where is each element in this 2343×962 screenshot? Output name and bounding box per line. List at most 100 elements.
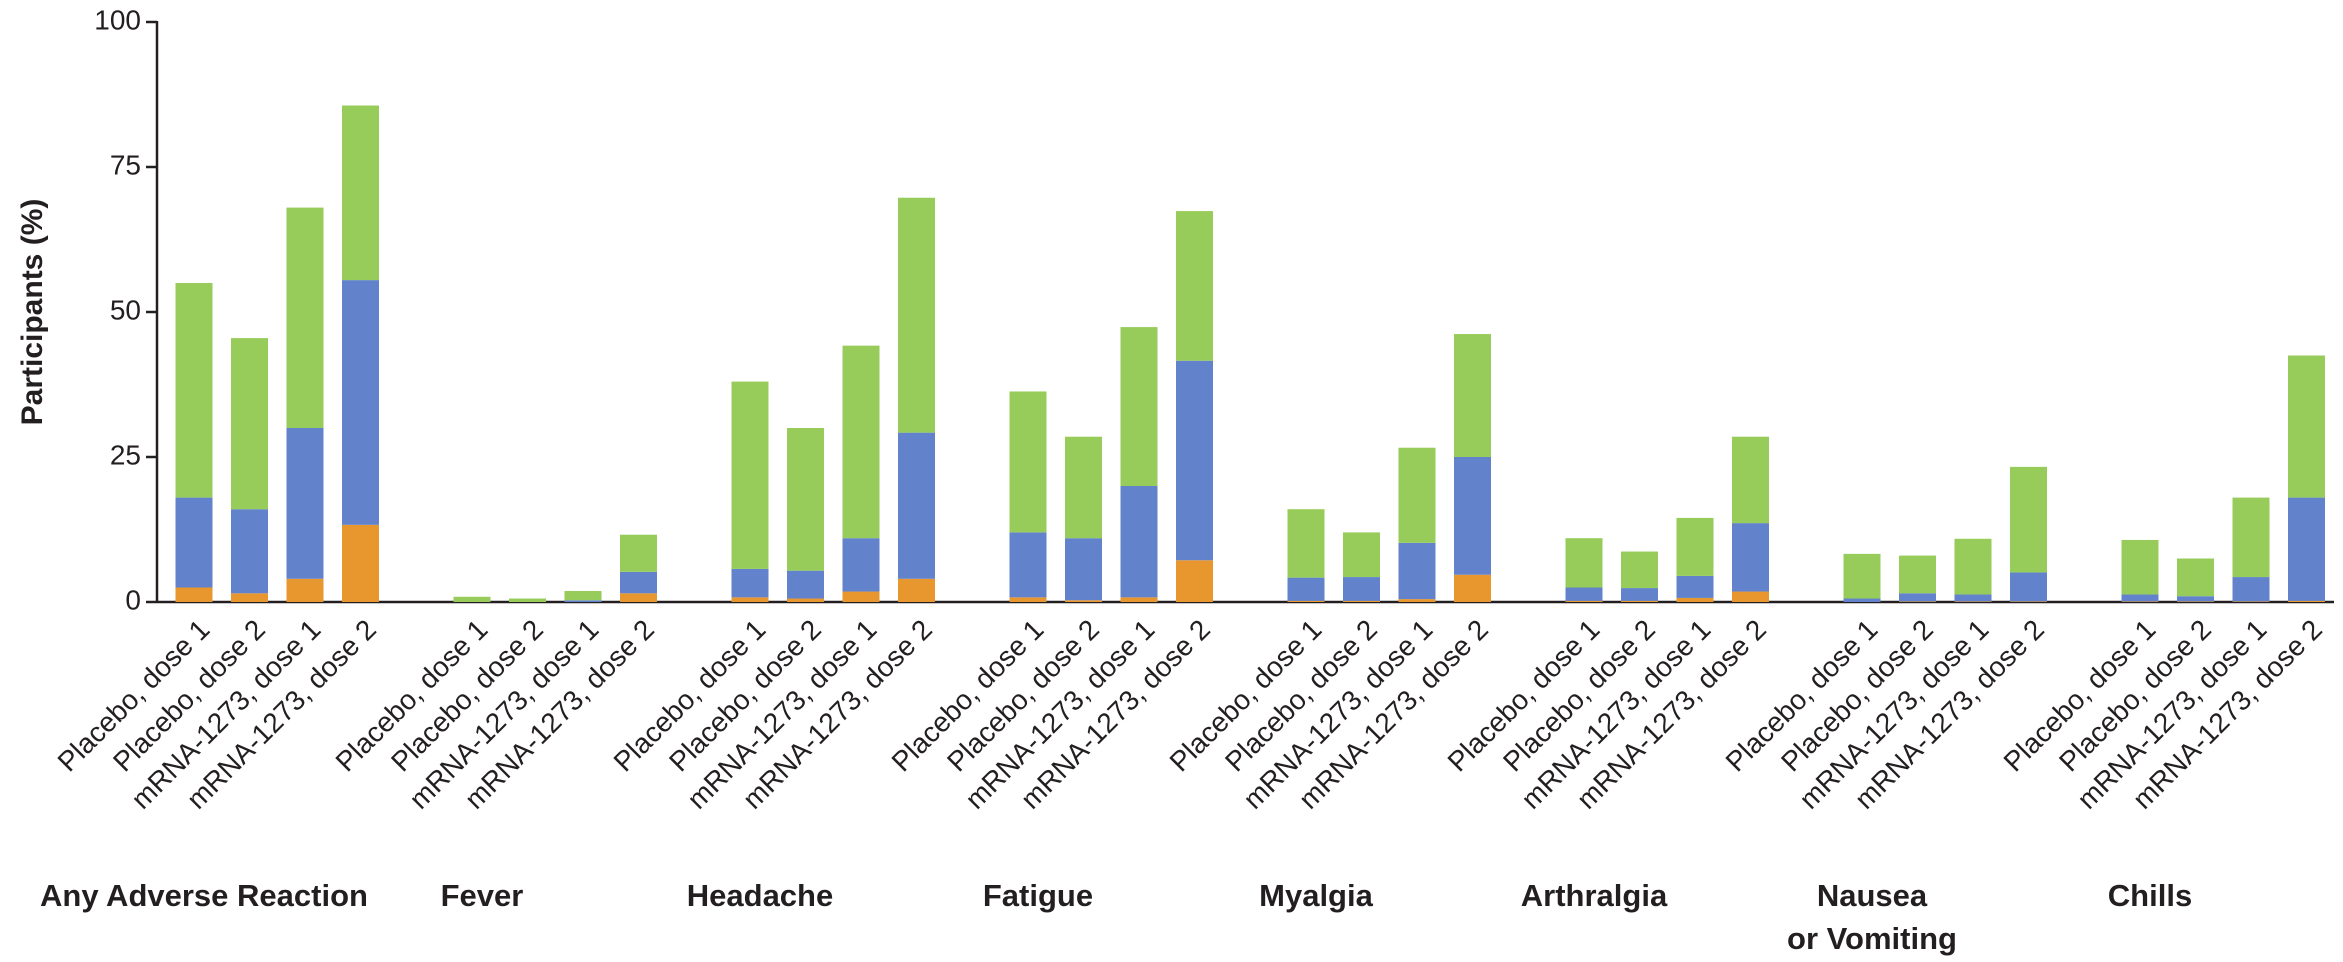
bar-segment — [1176, 211, 1213, 361]
y-axis-label: Participants (%) — [16, 199, 49, 426]
bar-segment — [1176, 360, 1213, 561]
bar-segment — [1899, 593, 1936, 602]
bar-segment — [1621, 600, 1658, 602]
bar-segment — [2177, 596, 2214, 602]
bar-segment — [1398, 599, 1436, 602]
group-label: Any Adverse Reaction — [40, 878, 368, 913]
bar-segment — [620, 534, 657, 572]
bar-segment — [453, 596, 491, 602]
bar-segment — [620, 593, 657, 602]
bar-segment — [1954, 601, 1992, 602]
bar-segment — [1009, 532, 1047, 598]
bar-segment — [1398, 542, 1436, 600]
bar-segment — [231, 509, 268, 594]
bar-segment — [231, 338, 268, 510]
bar-segment — [1454, 574, 1491, 602]
bar-segment — [1287, 600, 1325, 602]
bar-segment — [2288, 497, 2325, 601]
bar-segment — [898, 578, 935, 602]
bar-segment — [1843, 598, 1881, 602]
bar-segment — [620, 571, 657, 594]
bar-segment — [2232, 497, 2270, 578]
bar-segment — [1732, 591, 1769, 602]
group-label: Myalgia — [1259, 878, 1373, 913]
bar-segment — [1732, 436, 1769, 524]
bar-segment — [1621, 551, 1658, 589]
bar-segment — [1398, 447, 1436, 543]
bar-segment — [175, 497, 213, 588]
y-tick-label: 75 — [110, 149, 141, 180]
bar-segment — [1287, 577, 1325, 601]
bar-segment — [2010, 466, 2047, 573]
bar-segment — [2288, 600, 2325, 602]
bar-segment — [2232, 577, 2270, 602]
y-tick-label: 0 — [125, 584, 141, 615]
bar-segment — [2010, 601, 2047, 602]
bar-segment — [787, 570, 824, 599]
bar-segment — [1454, 334, 1491, 457]
bar-segment — [1120, 486, 1158, 598]
bar-segment — [1954, 538, 1992, 595]
bar-segment — [231, 593, 268, 602]
bar-segment — [2177, 601, 2214, 602]
bar-segment — [1621, 588, 1658, 601]
bar-segment — [1676, 597, 1714, 602]
bar-segment — [731, 568, 769, 598]
bar-segment — [286, 207, 324, 428]
bar-segment — [1954, 594, 1992, 602]
bar-segment — [564, 590, 602, 601]
bar-segment — [1565, 538, 1603, 588]
bar-segment — [1065, 436, 1102, 539]
bar-segment — [286, 578, 324, 602]
bar-segment — [509, 598, 546, 602]
bar-segment — [564, 600, 602, 602]
group-label: or Vomiting — [1787, 921, 1957, 956]
bar-segment — [787, 598, 824, 602]
group-label: Fever — [441, 878, 524, 913]
bar-segment — [1899, 555, 1936, 594]
bar-segment — [2232, 601, 2270, 602]
bar-segment — [175, 587, 213, 602]
bar-segment — [898, 197, 935, 433]
bar-segment — [1343, 600, 1380, 602]
bar-segment — [2121, 539, 2159, 595]
bar-segment — [1009, 391, 1047, 533]
bar-segment — [1899, 601, 1936, 602]
bar-segment — [2177, 558, 2214, 597]
bar-segment — [898, 432, 935, 579]
bar-segment — [2288, 355, 2325, 498]
bar-segment — [2121, 594, 2159, 602]
bar-segment — [1343, 532, 1380, 578]
bar-segment — [1065, 538, 1102, 601]
bar-segment — [842, 591, 880, 602]
bar-segment — [1732, 523, 1769, 592]
bar-segment — [1843, 553, 1881, 599]
group-label: Headache — [687, 878, 833, 913]
group-label: Fatigue — [983, 878, 1093, 913]
y-tick-label: 25 — [110, 439, 141, 470]
group-label: Chills — [2108, 878, 2192, 913]
bar-segment — [1454, 457, 1491, 575]
bar-segment — [1120, 327, 1158, 486]
bar-segment — [842, 345, 880, 539]
bar-segment — [2121, 601, 2159, 602]
y-tick-label: 100 — [94, 4, 141, 35]
bar-segment — [842, 538, 880, 592]
bar-segment — [1676, 517, 1714, 576]
bar-segment — [731, 381, 769, 569]
bar-segment — [286, 428, 324, 579]
bar-segment — [1565, 587, 1603, 601]
bar-segment — [175, 283, 213, 498]
bar-segment — [1676, 575, 1714, 598]
bar-segment — [1120, 597, 1158, 602]
bar-segment — [1287, 509, 1325, 578]
bar-segment — [342, 524, 379, 602]
bar-segment — [342, 105, 379, 281]
bar-segment — [1565, 600, 1603, 602]
bar-segment — [1065, 600, 1102, 602]
bar-segment — [1009, 597, 1047, 602]
group-label: Nausea — [1817, 878, 1928, 913]
bar-segment — [342, 280, 379, 525]
bar-segment — [1343, 577, 1380, 601]
